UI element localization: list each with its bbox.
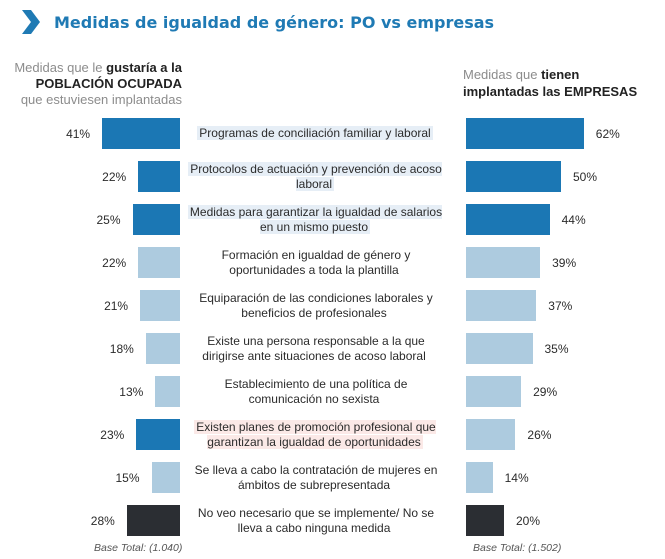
left-header-text-1: Medidas que le	[14, 60, 107, 75]
left-header-text-3: POBLACIÓN OCUPADA	[35, 76, 182, 91]
category-label: Existen planes de promoción profesional …	[194, 419, 436, 449]
chart-row: 22% Protocolos de actuación y prevención …	[0, 161, 665, 195]
chart-row: 15% Se lleva a cabo la contratación de mu…	[0, 462, 665, 496]
right-series-header: Medidas que tienen implantadas las EMPRE…	[463, 66, 663, 100]
category-label: Existe una persona responsable a la que …	[202, 333, 426, 363]
title-row: Medidas de igualdad de género: PO vs emp…	[20, 8, 494, 36]
bar-left-value-label: 25%	[96, 213, 121, 227]
bar-right	[466, 419, 516, 450]
category-label: Programas de conciliación familiar y lab…	[197, 126, 433, 140]
bar-right	[466, 247, 541, 278]
chart-row: 21% Equiparación de las condiciones labor…	[0, 290, 665, 324]
bar-left	[151, 462, 180, 493]
bar-right-value-label: 62%	[595, 127, 620, 141]
right-header-text-2: tienen	[541, 67, 580, 82]
right-header-text-1: Medidas que	[463, 67, 542, 82]
bar-right-value-label: 26%	[527, 428, 552, 442]
bar-right	[466, 376, 522, 407]
chart-row: 18% Existe una persona responsable a la q…	[0, 333, 665, 367]
bar-right-value-label: 44%	[561, 213, 586, 227]
category-label: Protocolos de actuación y prevención de …	[188, 161, 442, 191]
bar-left-value-label: 22%	[102, 256, 127, 270]
bar-right	[466, 161, 561, 192]
bar-right	[466, 290, 537, 321]
category-label: No veo necesario que se implemente/ No s…	[197, 505, 435, 535]
bar-left-value-label: 13%	[119, 385, 144, 399]
bar-left-value-label: 23%	[100, 428, 125, 442]
chevron-right-icon	[22, 10, 40, 34]
bar-right-value-label: 35%	[544, 342, 569, 356]
chart-row: 25% Medidas para garantizar la igualdad d…	[0, 204, 665, 238]
bar-right-value-label: 50%	[573, 170, 598, 184]
left-header-text-4: que estuviesen implantadas	[20, 92, 182, 107]
bar-right	[466, 333, 533, 364]
bar-right-value-label: 20%	[516, 514, 541, 528]
bar-left	[140, 290, 180, 321]
bar-left-value-label: 22%	[102, 170, 127, 184]
bar-left-value-label: 18%	[109, 342, 134, 356]
bar-left	[132, 204, 180, 235]
bar-left	[102, 118, 180, 149]
bar-right	[466, 462, 493, 493]
bar-left-value-label: 21%	[104, 299, 129, 313]
chart-row: 28% No veo necesario que se implemente/ N…	[0, 505, 665, 539]
chart-row: 13% Establecimiento de una política de co…	[0, 376, 665, 410]
category-label: Establecimiento de una política de comun…	[224, 376, 408, 406]
category-label: Se lleva a cabo la contratación de mujer…	[194, 462, 438, 492]
bar-left	[138, 247, 180, 278]
left-series-header: Medidas que le gustaría a la POBLACIÓN O…	[0, 60, 182, 108]
bar-left	[145, 333, 180, 364]
category-label: Equiparación de las condiciones laborale…	[199, 290, 433, 320]
bar-left	[126, 505, 180, 536]
bar-left	[136, 419, 180, 450]
bar-left-value-label: 41%	[66, 127, 91, 141]
bar-right-value-label: 37%	[548, 299, 573, 313]
right-header-text-3: implantadas las EMPRESAS	[463, 84, 638, 99]
category-label: Medidas para garantizar la igualdad de s…	[187, 204, 443, 234]
bar-left	[138, 161, 180, 192]
base-left: Base Total: (1.040)	[94, 542, 183, 554]
bar-left-value-label: 15%	[115, 471, 140, 485]
bar-right-value-label: 39%	[552, 256, 577, 270]
left-header-text-2: gustaría a la	[106, 60, 182, 75]
base-right: Base Total: (1.502)	[473, 542, 562, 554]
chart-row: 22% Formación en igualdad de género y opo…	[0, 247, 665, 281]
category-label: Formación en igualdad de género y oportu…	[221, 247, 411, 277]
chart-row: 41% Programas de conciliación familiar y …	[0, 118, 665, 152]
bar-right	[466, 505, 504, 536]
bar-right	[466, 118, 584, 149]
bar-left	[155, 376, 180, 407]
chart-title: Medidas de igualdad de género: PO vs emp…	[54, 12, 495, 32]
bar-right-value-label: 14%	[504, 471, 529, 485]
bar-left-value-label: 28%	[90, 514, 115, 528]
bar-right-value-label: 29%	[533, 385, 558, 399]
bar-right	[466, 204, 550, 235]
chart-row: 23% Existen planes de promoción profesion…	[0, 419, 665, 453]
